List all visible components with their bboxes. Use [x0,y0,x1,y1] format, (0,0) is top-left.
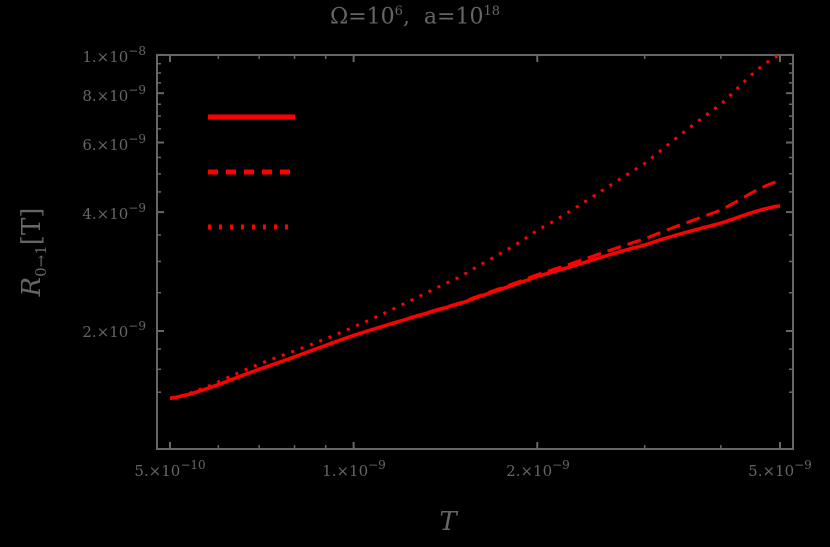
series-dashed [169,179,781,400]
series-curves [169,53,781,401]
legend [208,114,295,230]
title-omega-exp: 6 [394,4,403,19]
y-label-subscript: 0→1 [32,245,50,277]
x-axis-label: T [439,507,458,537]
y-tick-label: 4.×10−9 [82,201,146,223]
y-tick-label: 2.×10−9 [82,319,146,341]
x-tick-label: 5.×10−10 [134,458,205,480]
title-a: a [423,4,438,30]
y-label-arg: [T] [17,208,47,246]
chart-title: Ω=106, a=1018 [0,4,830,29]
x-tick-label: 2.×10−9 [506,458,570,480]
title-omega: Ω [329,4,349,30]
x-tick-label: 5.×10−9 [748,458,812,480]
title-a-value: =10 [437,4,484,30]
tick-labels: 5.×10−10 1.×10−9 2.×10−9 5.×10−9 1.×10−8 8.×1… [82,44,812,480]
y-label-main: R [17,277,47,298]
plot-frame [156,54,794,450]
title-omega-value: =10 [348,4,395,30]
axis-ticks [157,53,793,449]
y-axis-label: R0→1[T] [17,208,50,298]
y-tick-label: 8.×10−9 [82,83,146,105]
series-dotted [169,53,781,400]
y-tick-label: 6.×10−9 [82,132,146,154]
title-sep: , [402,4,424,30]
svg-text:R0→1[T]: R0→1[T] [17,208,50,298]
y-tick-label: 1.×10−8 [82,44,146,66]
title-a-exp: 18 [483,4,501,19]
x-tick-label: 1.×10−9 [322,458,386,480]
